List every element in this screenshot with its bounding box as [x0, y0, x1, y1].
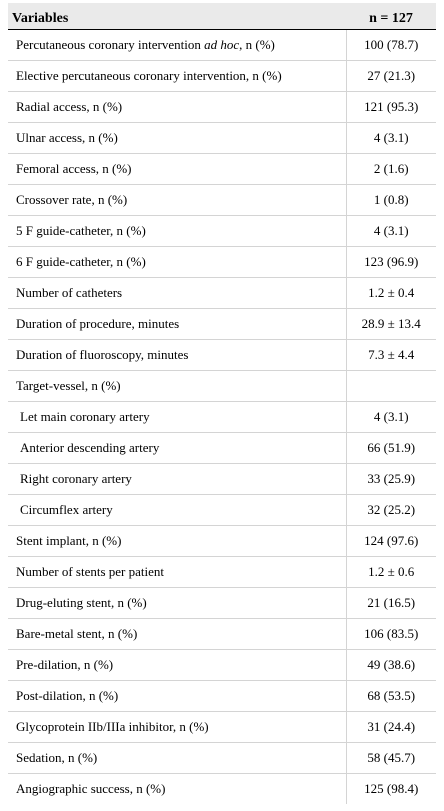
row-label: Pre-dilation, n (%) [8, 649, 346, 681]
row-value: 31 (24.4) [345, 711, 436, 743]
row-label: Anterior descending artery [8, 432, 346, 464]
row-label: Post-dilation, n (%) [8, 680, 346, 712]
row-label: Let main coronary artery [8, 401, 346, 433]
table-row: Number of stents per patient 1.2 ± 0.6 [8, 556, 436, 588]
table-row: Duration of procedure, minutes 28.9 ± 13.… [8, 308, 436, 340]
table-row: Bare-metal stent, n (%) 106 (83.5) [8, 618, 436, 650]
table-row: Anterior descending artery 66 (51.9) [8, 432, 436, 464]
table-row: Pre-dilation, n (%) 49 (38.6) [8, 649, 436, 681]
row-label: Bare-metal stent, n (%) [8, 618, 346, 650]
row-label: Drug-eluting stent, n (%) [8, 587, 346, 619]
table-row: Stent implant, n (%) 124 (97.6) [8, 525, 436, 557]
row-value: 1.2 ± 0.6 [345, 556, 436, 588]
table-row: Number of catheters 1.2 ± 0.4 [8, 277, 436, 309]
table-row: Sedation, n (%) 58 (45.7) [8, 742, 436, 774]
table-row: Crossover rate, n (%) 1 (0.8) [8, 184, 436, 216]
row-value: 2 (1.6) [345, 153, 436, 185]
row-label: Target-vessel, n (%) [8, 370, 346, 402]
row-label: Circumflex artery [8, 494, 346, 526]
row-label: Radial access, n (%) [8, 91, 346, 123]
table-row: Femoral access, n (%) 2 (1.6) [8, 153, 436, 185]
row-label: Number of stents per patient [8, 556, 346, 588]
header-n: n = 127 [346, 3, 436, 30]
row-value: 4 (3.1) [345, 401, 436, 433]
table-row: Elective percutaneous coronary intervent… [8, 60, 436, 92]
table-row: 6 F guide-catheter, n (%) 123 (96.9) [8, 246, 436, 278]
table-row: Let main coronary artery 4 (3.1) [8, 401, 436, 433]
table-row: Circumflex artery 32 (25.2) [8, 494, 436, 526]
table-row: Target-vessel, n (%) [8, 370, 436, 402]
row-label: Femoral access, n (%) [8, 153, 346, 185]
table-row: Glycoprotein IIb/IIIa inhibitor, n (%) 31… [8, 711, 436, 743]
row-label: Angiographic success, n (%) [16, 781, 166, 796]
table-header-row: Variables n = 127 [8, 3, 436, 30]
header-variables: Variables [8, 3, 346, 30]
table-row: Duration of fluoroscopy, minutes 7.3 ± 4.… [8, 339, 436, 371]
row-label: Stent implant, n (%) [8, 525, 346, 557]
row-label: Duration of fluoroscopy, minutes [8, 339, 346, 371]
row-value: 66 (51.9) [345, 432, 436, 464]
row-label: Glycoprotein IIb/IIIa inhibitor, n (%) [8, 711, 346, 743]
row-label: Elective percutaneous coronary intervent… [8, 60, 346, 92]
row-value: 32 (25.2) [345, 494, 436, 526]
row-value: 1 (0.8) [345, 184, 436, 216]
table-row: Percutaneous coronary intervention ad ho… [8, 29, 436, 61]
row-value: 125 (98.4) [345, 773, 436, 804]
table-row: 5 F guide-catheter, n (%) 4 (3.1) [8, 215, 436, 247]
row-label: Sedation, n (%) [8, 742, 346, 774]
row-label: Crossover rate, n (%) [8, 184, 346, 216]
row-value: 100 (78.7) [345, 29, 436, 61]
row-value: 68 (53.5) [345, 680, 436, 712]
table-row: Radial access, n (%) 121 (95.3) [8, 91, 436, 123]
row-value: 27 (21.3) [345, 60, 436, 92]
row-value: 123 (96.9) [345, 246, 436, 278]
row-label: 6 F guide-catheter, n (%) [8, 246, 346, 278]
row-label: Right coronary artery [8, 463, 346, 495]
row-value: 21 (16.5) [345, 587, 436, 619]
row-value: 4 (3.1) [345, 215, 436, 247]
row-label: Percutaneous coronary intervention ad ho… [8, 29, 346, 61]
procedure-data-table: Variables n = 127 Percutaneous coronary … [8, 3, 436, 804]
row-value: 28.9 ± 13.4 [345, 308, 436, 340]
row-label: 5 F guide-catheter, n (%) [8, 215, 346, 247]
row-value: 7.3 ± 4.4 [345, 339, 436, 371]
row-value: 33 (25.9) [345, 463, 436, 495]
table-row: Angiographic success, n (%) 125 (98.4) [8, 773, 436, 804]
row-value: 1.2 ± 0.4 [345, 277, 436, 309]
table-row: Drug-eluting stent, n (%) 21 (16.5) [8, 587, 436, 619]
table-row: Post-dilation, n (%) 68 (53.5) [8, 680, 436, 712]
row-value: 106 (83.5) [345, 618, 436, 650]
row-value: 49 (38.6) [345, 649, 436, 681]
row-label: Duration of procedure, minutes [8, 308, 346, 340]
row-value [345, 370, 436, 402]
row-label: Number of catheters [8, 277, 346, 309]
row-value: 121 (95.3) [345, 91, 436, 123]
table-row: Ulnar access, n (%) 4 (3.1) [8, 122, 436, 154]
row-value: 4 (3.1) [345, 122, 436, 154]
row-value: 124 (97.6) [345, 525, 436, 557]
row-value: 58 (45.7) [345, 742, 436, 774]
row-label: Ulnar access, n (%) [8, 122, 346, 154]
table-row: Right coronary artery 33 (25.9) [8, 463, 436, 495]
italic-term: ad hoc [204, 37, 240, 52]
